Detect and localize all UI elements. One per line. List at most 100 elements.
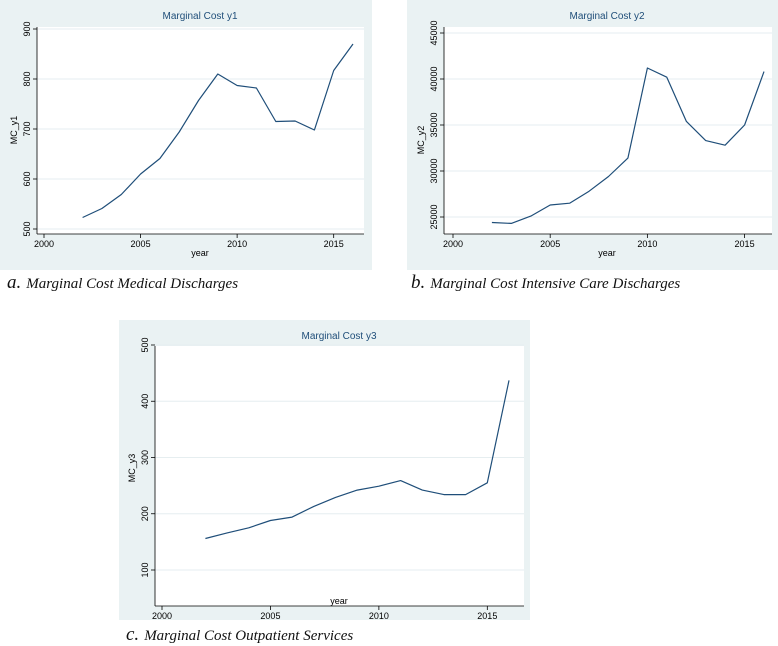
data-point-b: [510, 222, 513, 225]
y-tick-label-b: 30000: [429, 158, 439, 183]
x-tick-label-c: 2010: [369, 611, 389, 620]
data-point-b: [685, 120, 688, 123]
data-point-a: [216, 73, 219, 76]
y-tick-label-b: 45000: [429, 20, 439, 45]
y-tick-label-b: 40000: [429, 66, 439, 91]
y-tick-label-a: 600: [22, 171, 32, 186]
chart-panel-c: Marginal Cost y3 year MC_y3 100 200 300 400…: [119, 320, 530, 620]
caption-c: c. Marginal Cost Outpatient Services: [126, 624, 353, 646]
chart-panel-a: Marginal Cost y1 year MC_y1 500 600 700 800…: [0, 0, 372, 270]
y-tick-label-c: 400: [140, 394, 150, 409]
caption-letter-b: b.: [411, 272, 426, 293]
data-point-a: [158, 157, 161, 160]
y-tick-label-b: 25000: [429, 204, 439, 229]
data-point-b: [626, 157, 629, 160]
y-tick-label-a: 500: [22, 221, 32, 236]
data-point-b: [568, 202, 571, 205]
data-point-c: [421, 489, 424, 492]
x-tick-label-b: 2010: [637, 239, 657, 249]
y-tick-label-c: 100: [140, 562, 150, 577]
series-line-b: [491, 67, 765, 224]
chart-title-b: Marginal Cost y2: [569, 11, 644, 22]
y-tick-label-a: 700: [22, 121, 32, 136]
y-axis-label-a: MC_y1: [9, 116, 19, 145]
x-tick-label-c: 2000: [152, 611, 172, 620]
x-tick-label-c: 2015: [477, 611, 497, 620]
data-point-c: [508, 379, 511, 382]
x-tick-label-b: 2005: [540, 239, 560, 249]
chart-a-svg: Marginal Cost y1 year MC_y1 500 600 700 800…: [9, 11, 364, 258]
data-point-c: [334, 496, 337, 499]
x-tick-label-a: 2005: [131, 239, 151, 249]
y-axis-label-c: MC_y3: [127, 454, 137, 483]
data-point-a: [139, 173, 142, 176]
plot-area-c: [155, 346, 524, 606]
y-tick-label-a: 800: [22, 71, 32, 86]
data-point-b: [665, 76, 668, 79]
data-point-b: [490, 221, 493, 224]
caption-text-a: Marginal Cost Medical Discharges: [26, 276, 239, 292]
x-tick-label-c: 2005: [260, 611, 280, 620]
data-point-b: [743, 124, 746, 127]
caption-a: a. Marginal Cost Medical Discharges: [7, 272, 238, 294]
chart-panel-b: Marginal Cost y2 year MC_y2 25000 30000 35…: [407, 0, 778, 270]
data-point-a: [197, 99, 200, 102]
data-point-c: [377, 485, 380, 488]
chart-b-svg: Marginal Cost y2 year MC_y2 25000 30000 35…: [416, 11, 772, 258]
data-point-b: [646, 66, 649, 69]
series-line-a: [82, 43, 354, 219]
series-line-c: [205, 380, 510, 540]
y-tick-label-a: 900: [22, 21, 32, 36]
data-point-a: [178, 131, 181, 134]
data-point-c: [399, 479, 402, 482]
plot-area-b: [444, 27, 772, 234]
data-point-a: [120, 193, 123, 196]
data-point-a: [81, 216, 84, 219]
data-point-c: [356, 489, 359, 492]
data-point-c: [247, 526, 250, 529]
data-point-c: [291, 516, 294, 519]
caption-letter-a: a.: [7, 272, 22, 293]
data-point-b: [763, 70, 766, 73]
data-point-c: [486, 481, 489, 484]
data-point-a: [332, 69, 335, 72]
data-point-a: [313, 129, 316, 132]
y-tick-label-b: 35000: [429, 112, 439, 137]
plot-area-a: [37, 27, 364, 234]
data-point-c: [312, 505, 315, 508]
data-point-a: [294, 120, 297, 123]
data-point-b: [549, 204, 552, 207]
chart-c-svg: Marginal Cost y3 year MC_y3 100 200 300 400…: [127, 331, 524, 620]
caption-text-c: Marginal Cost Outpatient Services: [144, 628, 354, 644]
data-point-b: [704, 139, 707, 142]
x-axis-label-c: year: [330, 596, 348, 606]
y-tick-label-c: 300: [140, 450, 150, 465]
data-point-b: [607, 175, 610, 178]
data-point-b: [724, 144, 727, 147]
x-tick-label-b: 2000: [443, 239, 463, 249]
x-tick-label-a: 2000: [34, 239, 54, 249]
x-tick-label-a: 2010: [227, 239, 247, 249]
caption-b: b. Marginal Cost Intensive Care Discharge…: [411, 272, 680, 294]
data-point-a: [100, 207, 103, 210]
data-point-a: [274, 120, 277, 123]
chart-title-a: Marginal Cost y1: [162, 11, 237, 22]
y-tick-label-c: 500: [140, 337, 150, 352]
x-tick-label-b: 2015: [735, 239, 755, 249]
x-axis-label-b: year: [598, 248, 616, 258]
data-point-a: [236, 84, 239, 87]
caption-letter-c: c.: [126, 624, 140, 645]
x-axis-label-a: year: [191, 248, 209, 258]
data-point-c: [269, 519, 272, 522]
x-tick-label-a: 2015: [324, 239, 344, 249]
y-tick-label-c: 200: [140, 506, 150, 521]
caption-text-b: Marginal Cost Intensive Care Discharges: [430, 276, 681, 292]
data-point-c: [204, 537, 207, 540]
data-point-c: [442, 493, 445, 496]
chart-title-c: Marginal Cost y3: [301, 331, 376, 342]
data-point-c: [464, 493, 467, 496]
data-point-a: [352, 43, 355, 46]
data-point-a: [255, 87, 258, 90]
data-point-b: [529, 215, 532, 218]
y-axis-label-b: MC_y2: [416, 126, 426, 155]
